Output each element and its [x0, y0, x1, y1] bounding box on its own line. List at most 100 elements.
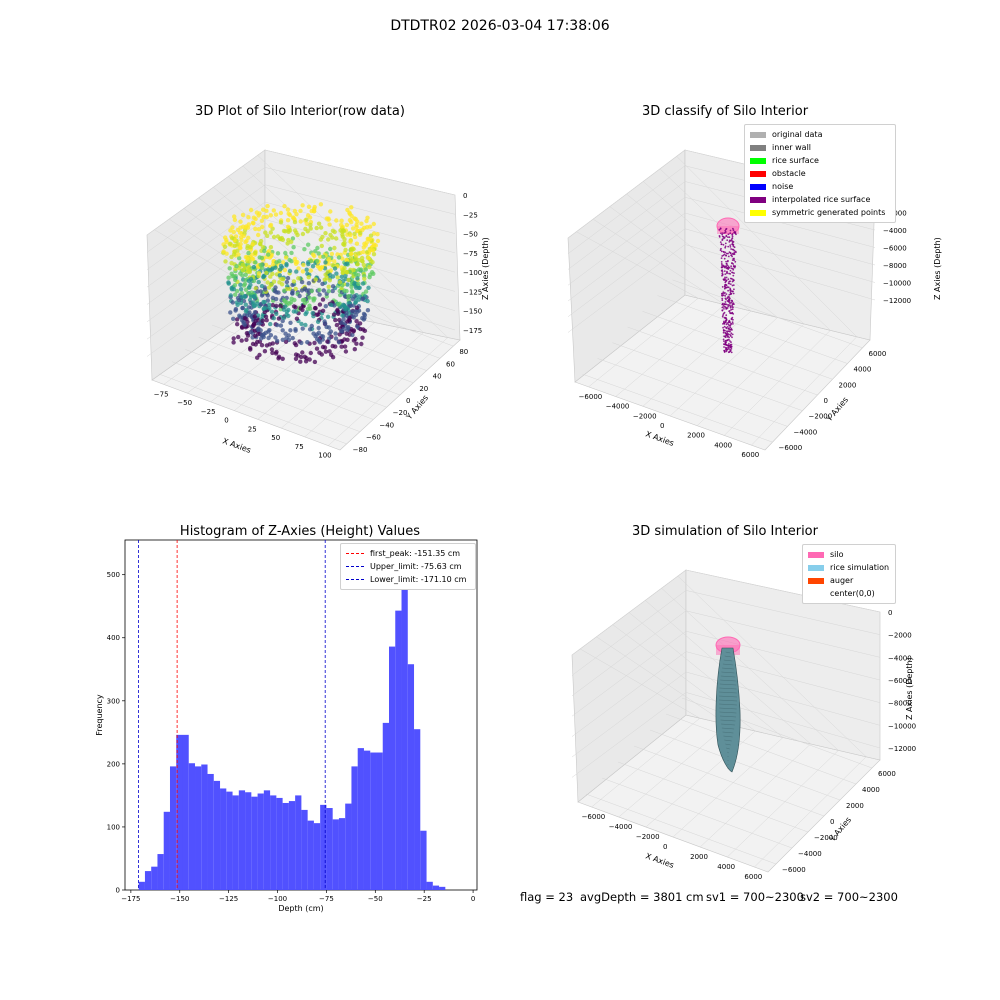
- simulation-legend: silo rice simulation auger center(0,0): [802, 544, 896, 604]
- scatter-point: [350, 290, 355, 295]
- scatter-point: [248, 276, 254, 282]
- interpolated-point: [722, 278, 725, 281]
- scatter-point: [313, 277, 318, 282]
- y-tick-label: 300: [107, 697, 120, 705]
- grid-line: [597, 358, 788, 427]
- interpolated-point: [725, 227, 728, 230]
- histogram-bar: [182, 734, 189, 890]
- scatter-point: [325, 269, 331, 274]
- status-sv2: sv2 = 700~2300: [800, 890, 898, 904]
- scatter-point: [248, 329, 254, 335]
- scatter-point: [271, 262, 276, 267]
- histogram-title: Histogram of Z-Axies (Height) Values: [179, 524, 421, 539]
- z-tick-label: 0: [463, 192, 467, 200]
- scatter-point: [281, 315, 287, 320]
- scatter-point: [310, 264, 316, 269]
- scatter-point: [289, 250, 294, 256]
- scatter-point: [346, 294, 351, 299]
- scatter-point: [323, 260, 328, 265]
- scatter-point: [317, 302, 323, 307]
- scatter-point: [274, 349, 279, 355]
- interpolated-point: [726, 322, 729, 324]
- scatter-point: [326, 289, 331, 294]
- scatter-point: [285, 207, 291, 212]
- interpolated-point: [730, 248, 732, 250]
- interpolated-point: [725, 348, 728, 350]
- interpolated-point: [724, 278, 727, 280]
- scatter-point: [285, 218, 291, 223]
- scatter-point: [363, 242, 368, 248]
- scatter-point: [264, 318, 269, 323]
- interpolated-point: [720, 261, 723, 263]
- histogram-bar: [169, 766, 177, 890]
- interpolated-point: [719, 249, 722, 252]
- scatter-point: [312, 359, 318, 365]
- interpolated-point: [727, 300, 729, 302]
- scatter-point: [318, 202, 324, 207]
- interpolated-point: [722, 291, 725, 294]
- histogram-bar: [307, 820, 314, 890]
- grid-line: [567, 165, 686, 254]
- simulation-rice-body: [715, 647, 741, 773]
- legend-label: first_peak: -151.35 cm: [370, 549, 461, 558]
- histogram-bar: [301, 809, 308, 890]
- x-tick-label: 75: [295, 443, 304, 451]
- mesh-line: [725, 743, 731, 746]
- interpolated-point: [728, 236, 731, 239]
- grid-line: [724, 330, 831, 436]
- scatter-point: [334, 236, 339, 241]
- scatter-point: [281, 228, 287, 234]
- scatter-point: [352, 234, 358, 240]
- scatter-point: [275, 338, 280, 344]
- scatter-point: [308, 222, 313, 228]
- grid-line: [567, 228, 686, 317]
- legend-entry: inner wall: [750, 141, 890, 154]
- scatter-point: [254, 210, 260, 215]
- scatter-point: [327, 278, 332, 283]
- scatter-point: [319, 243, 324, 249]
- scatter-point: [336, 255, 342, 260]
- scatter-point: [326, 237, 331, 242]
- grid-line: [672, 737, 784, 838]
- classify-panel-title: 3D classify of Silo Interior: [641, 104, 809, 119]
- scatter-point: [315, 245, 320, 251]
- scatter-point: [326, 216, 331, 221]
- y-tick-label: 2000: [839, 381, 857, 389]
- interpolated-point: [731, 336, 733, 339]
- interpolated-point: [732, 257, 735, 260]
- interpolated-point: [724, 306, 727, 308]
- interpolated-point: [731, 333, 734, 336]
- scatter-point: [256, 271, 262, 276]
- scatter-point: [280, 237, 286, 242]
- legend-entry: auger: [808, 574, 890, 587]
- scatter-point: [290, 282, 295, 287]
- scatter-point: [285, 241, 290, 246]
- y-tick-label: 0: [406, 397, 410, 405]
- grid-line: [696, 323, 805, 426]
- scatter-point: [261, 214, 266, 220]
- scatter-point: [307, 327, 313, 332]
- interpolated-point: [726, 264, 729, 267]
- x-tick-label: 6000: [741, 451, 759, 459]
- interpolated-point: [727, 305, 730, 308]
- scatter-point: [262, 248, 267, 254]
- z-tick-label: −6000: [888, 677, 912, 685]
- scatter-point: [242, 322, 247, 328]
- legend-entry: rice surface: [750, 154, 890, 167]
- scatter-point: [292, 219, 298, 225]
- interpolated-point: [724, 276, 726, 279]
- legend-entry: Upper_limit: -75.63 cm: [346, 560, 470, 573]
- z-tick-label: −8000: [883, 262, 907, 270]
- histogram-bar: [332, 819, 339, 890]
- interpolated-point: [730, 348, 733, 350]
- simulation-3d-axes: −6000−4000−20000200040006000−6000−4000−2…: [571, 569, 916, 881]
- interpolated-point: [728, 347, 730, 350]
- scatter-point: [348, 252, 354, 257]
- scatter-point: [325, 339, 330, 344]
- interpolated-point: [732, 268, 735, 271]
- interpolated-point: [722, 232, 724, 235]
- legend-entry: obstacle: [750, 167, 890, 180]
- interpolated-point: [727, 303, 729, 306]
- scatter-point: [251, 264, 257, 270]
- grid-line: [685, 569, 881, 613]
